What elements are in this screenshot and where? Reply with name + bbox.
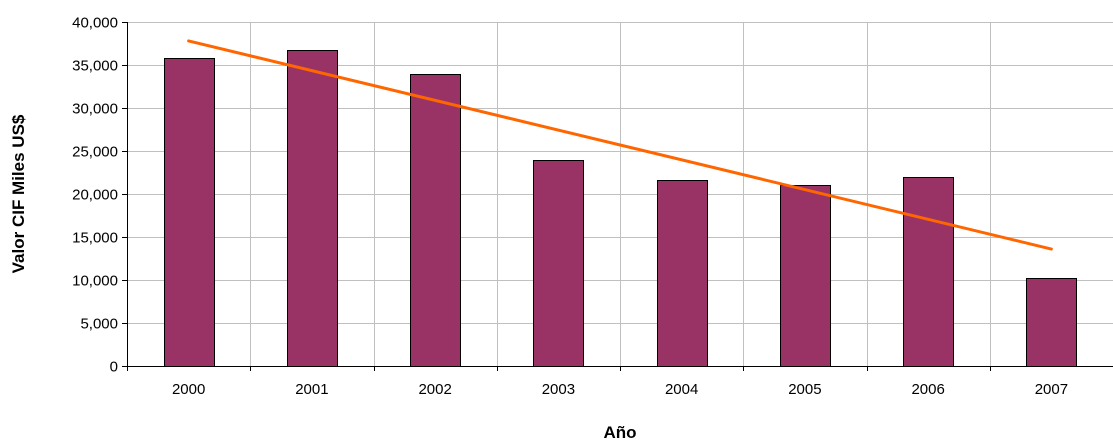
x-tick-label: 2000 [172,381,205,398]
bar-2006 [903,177,954,367]
bars [164,50,1077,367]
x-tick-label: 2002 [418,381,451,398]
x-tick-labels: 2000 2001 2002 2003 2004 2005 2006 2007 [172,381,1068,398]
grid [127,22,1113,366]
x-tick-label: 2004 [665,381,698,398]
bar-2003 [533,160,584,367]
y-axis-title: Valor CIF Miles US$ [9,114,28,273]
x-tick-label: 2001 [295,381,328,398]
bar-2002 [410,74,461,367]
y-tick-label: 30,000 [72,101,118,118]
y-tick-label: 15,000 [72,230,118,247]
y-tick-label: 20,000 [72,187,118,204]
bar-2000 [164,58,215,367]
y-tick-label: 5,000 [80,316,118,333]
y-tick-label: 0 [110,359,118,376]
axes [122,22,1113,371]
x-axis-title: Año [603,423,636,442]
bar-2005 [780,185,831,367]
x-tick-label: 2005 [788,381,821,398]
y-tick-label: 40,000 [72,15,118,32]
trendline-layer [187,39,1053,251]
y-tick-label: 25,000 [72,144,118,161]
bar-2001 [287,50,338,367]
x-tick-label: 2007 [1035,381,1068,398]
y-tick-label: 35,000 [72,58,118,75]
x-tick-label: 2006 [911,381,944,398]
bar-2004 [657,180,708,367]
y-tick-labels: 0 5,000 10,000 15,000 20,000 25,000 30,000 35,0… [72,15,118,376]
trendline [187,39,1053,251]
y-tick-label: 10,000 [72,273,118,290]
bar-2007 [1026,278,1077,367]
x-tick-label: 2003 [542,381,575,398]
